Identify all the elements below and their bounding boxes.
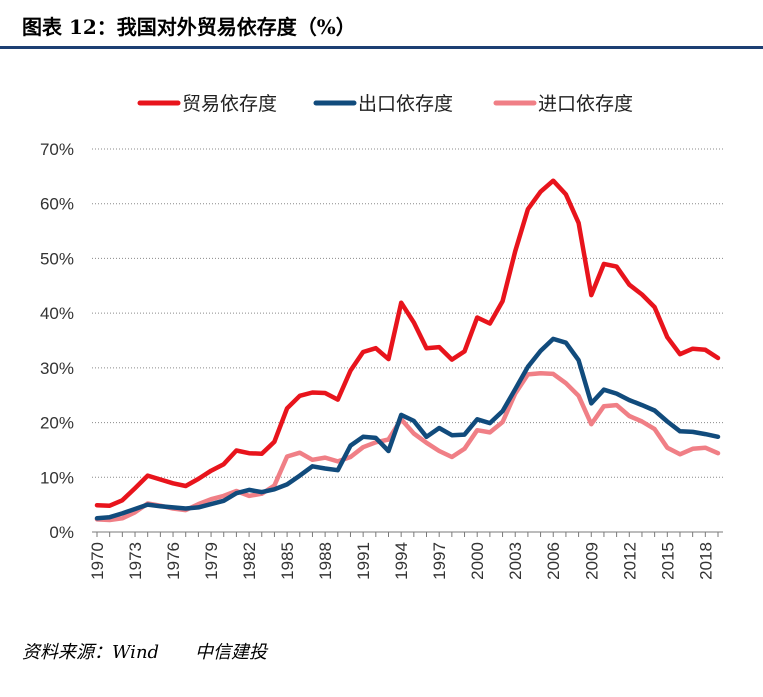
x-tick-label: 1970 xyxy=(88,542,107,580)
y-tick-label: 20% xyxy=(40,414,74,433)
legend-label: 进口依存度 xyxy=(538,93,633,115)
x-tick-label: 2009 xyxy=(582,542,601,580)
y-tick-label: 0% xyxy=(49,523,74,542)
x-tick-label: 1997 xyxy=(430,542,449,580)
y-tick-label: 40% xyxy=(40,304,74,323)
series-line xyxy=(94,336,721,521)
x-tick-label: 2012 xyxy=(620,542,639,580)
series-line xyxy=(94,371,721,523)
y-tick-label: 50% xyxy=(40,249,74,268)
x-tick-label: 1982 xyxy=(240,542,259,580)
trade-dependency-line-chart: 0% 10% 20% 30% 40% 50% 60% 70% 1970 1973 1976 1979 1… xyxy=(40,93,723,580)
x-tick-label: 1988 xyxy=(316,542,335,580)
header-divider xyxy=(0,46,763,49)
x-tick-label: 2015 xyxy=(658,542,677,580)
y-tick-label: 60% xyxy=(40,195,74,214)
x-tick-label: 1976 xyxy=(164,542,183,580)
legend-label: 出口依存度 xyxy=(358,93,453,115)
series-line xyxy=(94,178,721,508)
x-tick-label: 1985 xyxy=(278,542,297,580)
x-tick-label: 1994 xyxy=(392,542,411,580)
x-tick-label: 2006 xyxy=(544,542,563,580)
x-tick-label: 1973 xyxy=(126,542,145,580)
x-tick-label: 2003 xyxy=(506,542,525,580)
y-tick-label: 30% xyxy=(40,359,74,378)
y-tick-label: 70% xyxy=(40,140,74,159)
y-tick-label: 10% xyxy=(40,468,74,487)
x-tick-label: 1991 xyxy=(354,542,373,580)
x-tick-label: 1979 xyxy=(202,542,221,580)
legend-label: 贸易依存度 xyxy=(182,93,277,115)
source-note: 资料来源：Wind 中信建投 xyxy=(22,642,268,663)
report-header: 图表 12：我国对外贸易依存度（%） xyxy=(0,0,763,50)
x-tick-label: 2000 xyxy=(468,542,487,580)
figure-title: 图表 12：我国对外贸易依存度（%） xyxy=(22,15,356,39)
x-tick-label: 2018 xyxy=(696,542,715,580)
